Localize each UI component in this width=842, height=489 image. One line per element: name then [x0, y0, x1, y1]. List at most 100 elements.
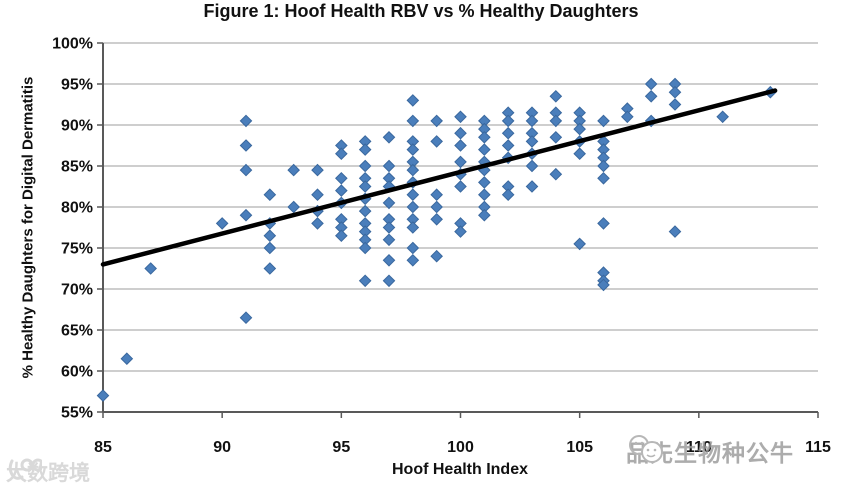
data-point	[597, 217, 610, 230]
data-point	[263, 229, 277, 243]
data-point	[406, 188, 420, 202]
data-point	[573, 122, 586, 136]
x-axis-title: Hoof Health Index	[391, 461, 528, 478]
data-point	[525, 159, 539, 173]
data-point	[239, 311, 253, 325]
data-point	[501, 126, 515, 140]
data-point	[454, 139, 467, 152]
data-point	[406, 114, 420, 128]
data-point	[382, 159, 396, 173]
data-point	[478, 143, 491, 156]
data-point	[525, 180, 539, 193]
y-tick-label: 100%	[52, 36, 93, 53]
trend-line	[100, 88, 778, 267]
data-point	[501, 139, 515, 152]
data-point	[478, 130, 491, 144]
data-point	[549, 89, 563, 103]
data-point	[144, 262, 157, 275]
y-tick-label: 80%	[61, 200, 93, 217]
data-point	[263, 188, 277, 202]
data-point	[549, 130, 563, 144]
data-point	[287, 200, 300, 214]
y-tick-label: 75%	[61, 241, 93, 258]
data-point	[335, 171, 348, 185]
data-point	[454, 155, 467, 169]
data-point	[406, 94, 420, 107]
data-point	[358, 143, 372, 156]
data-point	[382, 221, 396, 234]
data-point	[430, 212, 443, 226]
data-point	[454, 110, 467, 124]
data-point	[430, 135, 443, 148]
data-point	[621, 110, 634, 124]
data-point	[382, 253, 396, 267]
x-tick-label: 90	[213, 439, 231, 456]
data-point	[406, 163, 420, 177]
data-point	[597, 159, 610, 173]
y-tick-label: 55%	[61, 405, 93, 422]
data-point	[644, 77, 658, 91]
data-point	[454, 180, 467, 193]
data-point	[478, 208, 491, 222]
data-point	[644, 89, 658, 103]
data-point	[406, 241, 420, 255]
data-point	[597, 171, 610, 185]
data-point	[454, 225, 467, 238]
y-tick-label: 90%	[61, 118, 93, 135]
data-point	[668, 98, 682, 111]
data-point	[120, 352, 134, 366]
data-point	[263, 241, 277, 255]
data-point	[382, 233, 396, 247]
data-point	[239, 208, 253, 222]
data-point	[406, 221, 420, 234]
data-point	[287, 163, 300, 177]
y-axis-title: % Healthy Daughters for Digital Dermatit…	[19, 76, 37, 379]
y-tick-label: 85%	[61, 159, 93, 176]
data-point	[573, 237, 586, 251]
data-point	[311, 188, 324, 202]
data-point	[525, 114, 539, 128]
x-tick-label: 115	[805, 439, 831, 456]
data-point	[335, 229, 348, 243]
data-point	[501, 188, 515, 202]
data-point	[406, 200, 420, 214]
data-point	[597, 278, 610, 292]
data-point	[263, 262, 277, 275]
data-point	[215, 217, 229, 230]
data-point	[573, 147, 586, 161]
data-point	[311, 163, 324, 177]
data-point	[501, 114, 515, 128]
data-point	[549, 167, 563, 181]
data-point	[239, 114, 253, 128]
data-point	[382, 274, 396, 288]
y-tick-label: 60%	[61, 364, 93, 381]
data-point	[358, 204, 372, 218]
x-tick-label: 95	[332, 439, 350, 456]
y-tick-label: 95%	[61, 77, 93, 94]
data-point	[311, 217, 324, 230]
y-tick-label: 70%	[61, 282, 93, 299]
data-point	[239, 139, 253, 152]
data-point	[239, 163, 253, 177]
data-point	[454, 126, 467, 140]
data-point	[358, 159, 372, 173]
data-point	[96, 389, 110, 402]
data-point	[358, 180, 372, 193]
data-point	[382, 196, 396, 210]
data-point	[430, 249, 443, 263]
data-point	[430, 200, 443, 214]
data-point	[382, 130, 396, 144]
data-point	[430, 188, 443, 202]
y-tick-label: 65%	[61, 323, 93, 340]
data-point	[668, 225, 682, 238]
data-point	[406, 253, 420, 267]
x-tick-label: 85	[94, 439, 112, 456]
x-tick-label: 100	[447, 439, 474, 456]
x-tick-label: 110	[686, 439, 712, 456]
data-point	[549, 114, 563, 128]
data-point	[335, 184, 348, 197]
chart-title: Figure 1: Hoof Health RBV vs % Healthy D…	[203, 1, 639, 21]
data-point	[525, 135, 539, 148]
